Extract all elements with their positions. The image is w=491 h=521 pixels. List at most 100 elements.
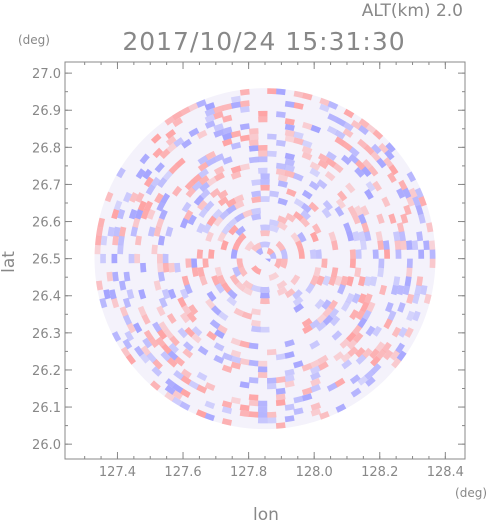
range-bin: [257, 400, 268, 407]
range-bin: [276, 88, 286, 96]
range-bin: [389, 350, 400, 361]
range-bin: [284, 135, 295, 143]
range-bin: [112, 271, 119, 282]
range-bin: [363, 231, 372, 242]
range-bin: [217, 231, 227, 243]
range-bin: [293, 395, 304, 404]
range-bin: [208, 249, 215, 259]
range-bin: [257, 360, 268, 367]
range-bin: [100, 235, 108, 246]
range-bin: [302, 121, 313, 131]
range-bin: [248, 145, 259, 152]
y-tick-label: 26.7: [32, 178, 61, 193]
range-bin: [222, 103, 233, 111]
range-bin: [122, 314, 132, 326]
range-bin: [199, 188, 211, 200]
range-bin: [334, 136, 346, 147]
range-bin: [156, 305, 166, 317]
range-bin: [397, 302, 406, 313]
range-bin: [239, 340, 250, 349]
y-axis-label: lat: [0, 251, 19, 273]
range-bin: [416, 231, 424, 242]
range-bin: [377, 240, 384, 250]
range-bin: [206, 291, 217, 302]
range-bin: [259, 241, 271, 248]
range-bin: [126, 322, 136, 334]
range-bin: [364, 293, 373, 304]
range-bin: [293, 303, 304, 313]
range-bin: [412, 310, 421, 322]
range-bin: [429, 249, 436, 259]
range-bin: [233, 194, 245, 204]
range-bin: [217, 324, 228, 334]
x-tick-label: 128.0: [296, 465, 333, 480]
range-bin: [126, 289, 135, 300]
range-bin: [119, 280, 127, 291]
range-bin: [258, 156, 268, 163]
range-bin: [354, 205, 364, 217]
range-bin: [195, 409, 207, 419]
range-bin: [123, 191, 132, 203]
x-tick-label: 128.4: [427, 465, 464, 480]
range-bin: [197, 199, 208, 211]
range-bin: [242, 286, 253, 296]
range-bin: [365, 123, 377, 134]
range-bin: [239, 123, 250, 131]
range-bin: [213, 165, 225, 175]
range-bin: [191, 173, 202, 184]
range-bin: [372, 325, 382, 337]
range-bin: [277, 197, 288, 206]
range-bin: [205, 231, 214, 242]
range-bin: [324, 171, 336, 182]
range-bin: [197, 155, 209, 165]
range-bin: [308, 201, 319, 213]
range-bin: [226, 296, 237, 307]
range-bin: [117, 244, 124, 255]
range-bin: [222, 126, 233, 135]
range-bin: [358, 118, 370, 129]
range-bin: [360, 301, 370, 313]
range-bin: [222, 138, 233, 147]
range-bin: [293, 131, 304, 140]
range-bin: [124, 330, 134, 342]
range-bin: [172, 390, 183, 400]
range-bin: [248, 394, 259, 401]
range-bin: [152, 147, 163, 159]
range-bin: [96, 226, 104, 237]
range-bin: [196, 99, 207, 108]
range-bin: [248, 128, 259, 135]
range-bin: [217, 196, 229, 207]
range-bin: [290, 274, 301, 286]
range-bin: [350, 119, 362, 130]
range-bin: [349, 374, 361, 385]
range-bin: [158, 321, 169, 333]
range-bin: [152, 321, 162, 333]
range-bin: [255, 247, 264, 256]
range-bin: [156, 200, 166, 212]
range-bin: [358, 276, 366, 287]
range-bin: [395, 342, 405, 354]
range-bin: [396, 350, 407, 362]
range-bin: [322, 275, 331, 286]
range-bin: [260, 224, 270, 231]
range-bin: [150, 176, 161, 188]
range-bin: [171, 396, 183, 407]
range-bin: [248, 133, 259, 141]
range-bin: [166, 357, 178, 368]
range-bin: [205, 298, 216, 310]
range-bin: [181, 138, 192, 149]
range-bin: [181, 368, 192, 379]
range-bin: [340, 275, 349, 286]
range-bin: [230, 337, 242, 346]
range-bin: [148, 337, 159, 348]
range-bin: [150, 380, 161, 391]
range-bin: [293, 360, 304, 369]
range-bin: [119, 226, 127, 237]
range-bin: [284, 123, 295, 132]
range-bin: [239, 358, 250, 366]
range-bin: [292, 296, 304, 307]
range-bin: [134, 208, 144, 220]
range-bin: [211, 305, 222, 316]
range-bin: [267, 88, 277, 95]
range-bin: [316, 313, 327, 324]
